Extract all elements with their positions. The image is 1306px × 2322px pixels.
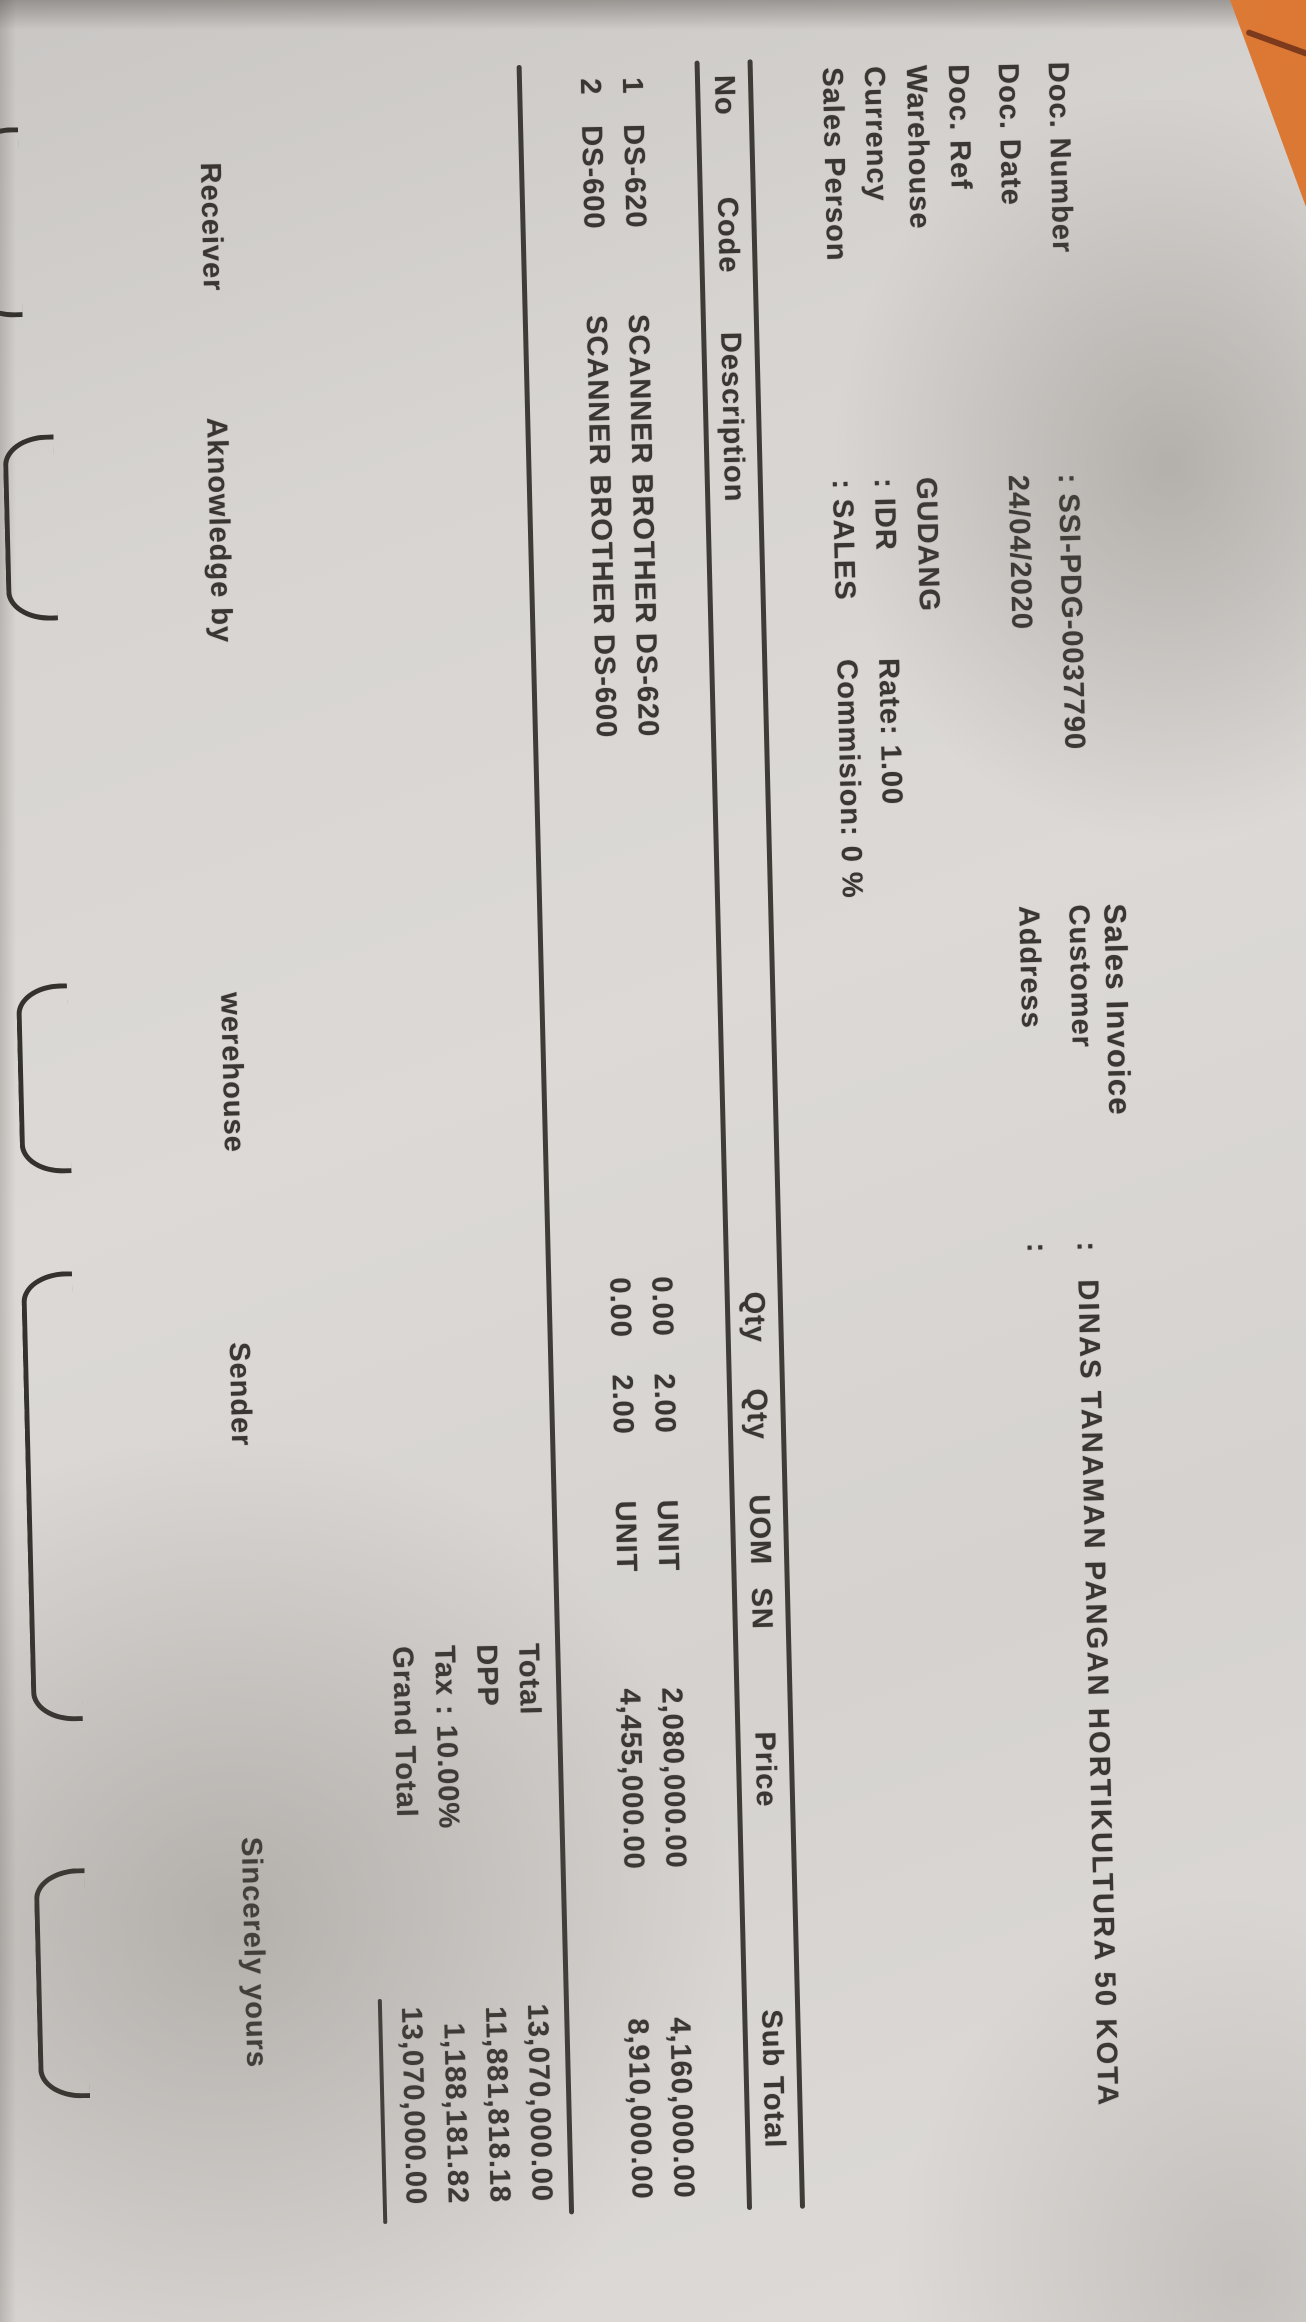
row1-sub-total: 4,160,000.00 bbox=[663, 2016, 700, 2199]
col-header-no: No bbox=[707, 74, 741, 117]
col-header-sn: SN bbox=[744, 1587, 778, 1631]
signature-line-warehouse bbox=[15, 983, 72, 1175]
sales-person-value: : SALES bbox=[825, 478, 861, 601]
row2-qty2: 2.00 bbox=[605, 1374, 640, 1436]
doc-number-label: Doc. Number bbox=[1041, 61, 1079, 254]
invoice-title: Sales Invoice bbox=[1097, 903, 1138, 1117]
signature-line-receiver bbox=[0, 127, 23, 319]
address-colon: : bbox=[1020, 1242, 1053, 1254]
doc-date-value: 24/04/2020 bbox=[1001, 474, 1038, 631]
warehouse-label: Warehouse bbox=[899, 64, 936, 230]
grand-total-label: Grand Total bbox=[386, 1645, 423, 1819]
col-header-sub-total: Sub Total bbox=[755, 2009, 791, 2149]
doc-ref-label: Doc. Ref bbox=[941, 63, 977, 191]
col-header-qty1: Qty bbox=[737, 1291, 771, 1344]
col-header-description: Description bbox=[714, 331, 751, 503]
col-header-qty2: Qty bbox=[739, 1388, 774, 1441]
row2-no: 2 bbox=[573, 77, 607, 96]
rate-value: Rate: 1.00 bbox=[872, 657, 908, 806]
currency-value: : IDR bbox=[867, 477, 902, 552]
signature-line-acknowledge bbox=[2, 434, 59, 622]
currency-label: Currency bbox=[857, 65, 894, 202]
col-header-code: Code bbox=[710, 196, 745, 274]
address-label: Address bbox=[1012, 905, 1048, 1030]
row2-sub-total: 8,910,000.00 bbox=[621, 2017, 658, 2201]
col-header-price: Price bbox=[748, 1731, 783, 1808]
dpp-label: DPP bbox=[470, 1643, 504, 1708]
signature-line-sender bbox=[20, 1271, 83, 1723]
signature-sender: Sender bbox=[222, 1341, 258, 1447]
table-bottom-rule bbox=[516, 64, 575, 2215]
row2-code: DS-600 bbox=[575, 124, 610, 230]
row1-description: SCANNER BROTHER DS-620 bbox=[621, 313, 665, 738]
doc-number-value: : SSI-PDG-0037790 bbox=[1051, 473, 1091, 751]
doc-date-label: Doc. Date bbox=[991, 62, 1028, 207]
customer-colon: : bbox=[1070, 1241, 1103, 1253]
row2-uom: UNIT bbox=[608, 1500, 643, 1573]
signature-warehouse: werehouse bbox=[214, 991, 251, 1154]
commission-value: Commision: 0 % bbox=[830, 658, 869, 900]
signature-acknowledge: Aknowledge by bbox=[200, 417, 238, 644]
signature-line-sincerely bbox=[33, 1868, 91, 2100]
customer-name: DINAS TANAMAN PANGAN HORTIKULTURA 50 KOT… bbox=[1071, 1279, 1124, 2108]
row1-price: 2,080,000.00 bbox=[655, 1687, 692, 1870]
row1-code: DS-620 bbox=[617, 123, 652, 229]
total-value: 13,070,000.00 bbox=[520, 2003, 558, 2203]
row1-no: 1 bbox=[615, 76, 649, 95]
row2-price: 4,455,000.00 bbox=[613, 1688, 650, 1871]
row1-qty2: 2.00 bbox=[647, 1372, 682, 1435]
col-header-uom: UOM bbox=[742, 1494, 777, 1566]
customer-label: Customer bbox=[1062, 904, 1098, 1049]
dpp-value: 11,881,818.18 bbox=[479, 2005, 516, 2204]
total-label: Total bbox=[512, 1642, 546, 1716]
tax-label: Tax : 10.00% bbox=[428, 1644, 465, 1830]
tax-value: 1,188,181.82 bbox=[437, 2022, 474, 2205]
grand-total-rule bbox=[377, 1998, 388, 2224]
row1-uom: UNIT bbox=[650, 1499, 685, 1572]
signature-receiver: Receiver bbox=[193, 162, 230, 292]
table-top-rule bbox=[747, 59, 806, 2209]
warehouse-value: GUDANG bbox=[909, 476, 946, 613]
table-edge-line bbox=[1245, 28, 1306, 62]
grand-total-value: 13,070,000.00 bbox=[394, 2006, 432, 2206]
sales-person-label: Sales Person bbox=[815, 66, 853, 262]
signature-sincerely: Sincerely yours bbox=[234, 1836, 273, 2069]
row2-description: SCANNER BROTHER DS-600 bbox=[579, 314, 623, 739]
